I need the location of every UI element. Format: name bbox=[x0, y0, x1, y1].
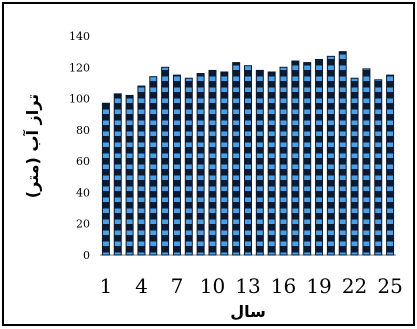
bar bbox=[149, 76, 158, 256]
x-tick-label: 7 bbox=[171, 274, 184, 298]
bar bbox=[326, 55, 335, 256]
y-tick-label: 60 bbox=[76, 155, 90, 168]
y-tick-label: 0 bbox=[83, 249, 90, 262]
bar bbox=[267, 71, 276, 256]
bar bbox=[279, 66, 288, 256]
x-tick-label: 16 bbox=[271, 274, 296, 298]
y-tick-label: 100 bbox=[69, 93, 90, 106]
bar bbox=[244, 65, 252, 256]
bar bbox=[113, 93, 122, 256]
y-tick-label: 80 bbox=[76, 124, 90, 137]
x-tick-label: 10 bbox=[200, 274, 225, 298]
y-tick-label: 140 bbox=[69, 30, 90, 43]
chart-canvas: 0 20 40 60 80 100 120 140 1 4 7 10 13 16 19 22 25 سال ت… bbox=[22, 30, 403, 321]
x-tick-label: 13 bbox=[235, 274, 260, 298]
bar bbox=[315, 58, 324, 256]
bar bbox=[350, 77, 359, 256]
y-tick-label: 120 bbox=[69, 61, 90, 74]
x-axis-ticks: 1 4 7 10 13 16 19 22 25 bbox=[100, 274, 403, 298]
bar bbox=[303, 62, 312, 256]
bar bbox=[291, 60, 300, 256]
bar bbox=[220, 71, 229, 256]
y-axis-ticks: 0 20 40 60 80 100 120 140 bbox=[69, 30, 90, 262]
x-tick-label: 25 bbox=[377, 274, 402, 298]
bar bbox=[374, 79, 383, 256]
bar bbox=[196, 73, 205, 256]
chart-frame: 0 20 40 60 80 100 120 140 1 4 7 10 13 16 19 22 25 سال ت… bbox=[2, 2, 415, 326]
y-axis-title: تراز آب (متر) bbox=[22, 94, 42, 198]
x-tick-label: 22 bbox=[342, 274, 367, 298]
bar bbox=[208, 69, 217, 256]
bar bbox=[161, 66, 170, 256]
bar bbox=[184, 77, 193, 256]
x-tick-label: 4 bbox=[135, 274, 148, 298]
y-tick-label: 40 bbox=[76, 186, 90, 199]
bar bbox=[172, 74, 181, 256]
y-tick-label: 20 bbox=[76, 218, 90, 231]
bar bbox=[125, 94, 134, 256]
x-tick-label: 19 bbox=[306, 274, 331, 298]
x-axis-title: سال bbox=[230, 302, 266, 321]
bar-series bbox=[101, 51, 395, 256]
bar bbox=[386, 74, 395, 256]
bar bbox=[232, 62, 241, 256]
bar bbox=[362, 68, 371, 256]
bar bbox=[338, 51, 347, 256]
bar bbox=[137, 85, 146, 256]
bar bbox=[255, 69, 264, 256]
x-tick-label: 1 bbox=[100, 274, 113, 298]
bar bbox=[101, 102, 110, 256]
